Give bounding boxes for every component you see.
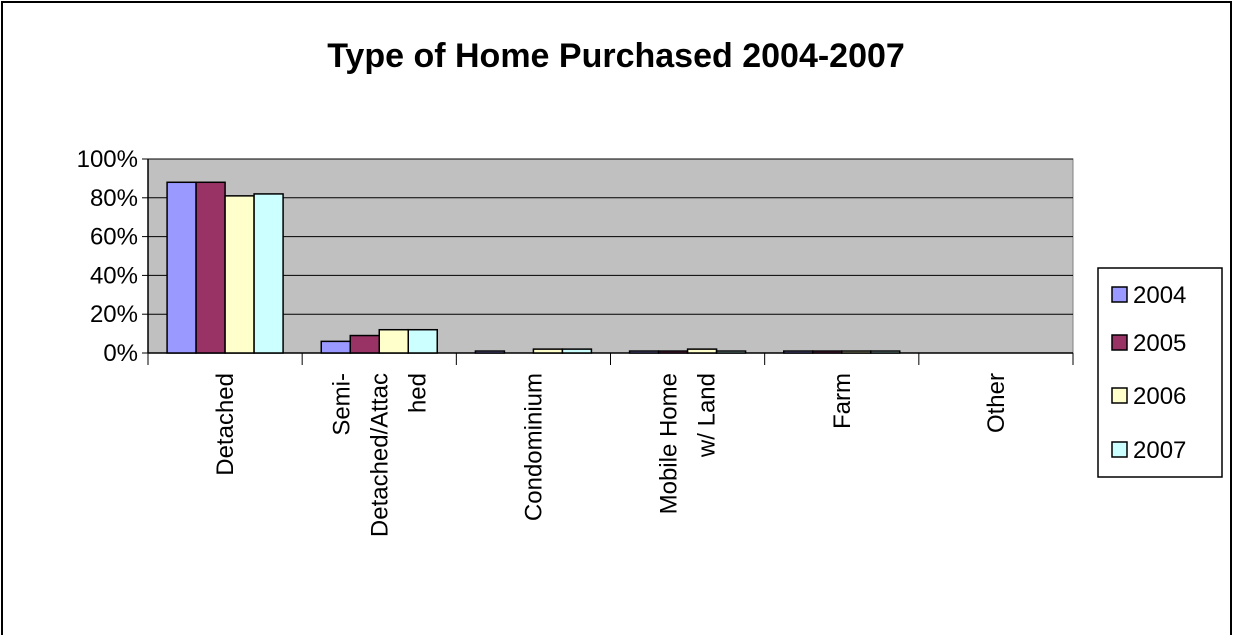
bar: [349, 334, 380, 354]
plot-area: [147, 158, 1074, 354]
y-tick-label: 20%: [90, 301, 138, 328]
bar: [628, 350, 660, 354]
legend-label: 2005: [1133, 330, 1186, 357]
bar: [166, 181, 197, 354]
bar: [561, 348, 593, 354]
bar: [657, 350, 689, 354]
y-tick-label: 0%: [103, 340, 138, 367]
legend-swatch: [1111, 334, 1128, 351]
y-tick-label: 80%: [90, 185, 138, 212]
legend-swatch: [1111, 387, 1128, 404]
x-tick-label: Semi- Detached/Attac hed: [328, 373, 431, 537]
legend-label: 2007: [1133, 437, 1186, 464]
chart-title: Type of Home Purchased 2004-2007: [327, 37, 905, 75]
legend-label: 2004: [1133, 282, 1186, 309]
y-tick-label: 100%: [77, 146, 138, 173]
x-tick-label: Detached: [212, 373, 239, 476]
x-tick-label: Mobile Home w/ Land: [656, 373, 721, 514]
bar: [532, 348, 564, 354]
x-tick-label: Farm: [829, 373, 856, 429]
bar: [195, 181, 226, 354]
bar: [870, 350, 901, 354]
bar: [841, 350, 872, 354]
bar: [474, 350, 506, 354]
bar: [253, 193, 284, 354]
bar: [407, 328, 438, 354]
bar: [715, 350, 747, 354]
bar: [378, 328, 409, 354]
bar: [686, 348, 718, 354]
bar: [224, 195, 255, 354]
legend-swatch: [1111, 441, 1128, 458]
bar: [783, 350, 814, 354]
legend-label: 2006: [1133, 383, 1186, 410]
x-tick-label: Other: [983, 373, 1010, 433]
y-tick-label: 60%: [90, 224, 138, 251]
x-tick-label: Condominium: [520, 373, 547, 521]
bar: [812, 350, 843, 354]
legend-swatch: [1111, 286, 1128, 303]
y-tick-label: 40%: [90, 262, 138, 289]
bar: [320, 340, 351, 354]
